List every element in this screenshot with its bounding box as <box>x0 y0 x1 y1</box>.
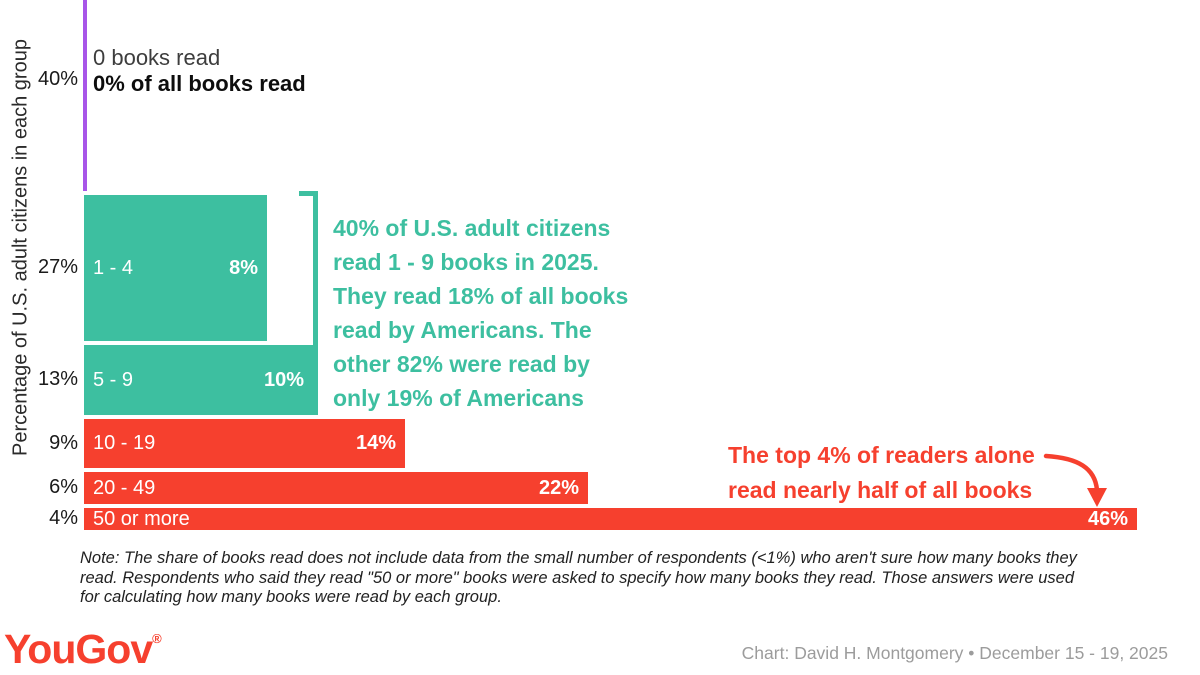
chart-canvas: Percentage of U.S. adult citizens in eac… <box>0 0 1200 675</box>
bar-value-label: 10% <box>264 369 304 392</box>
zero-group-line1: 0 books read <box>93 45 306 71</box>
bracket-1-9-group <box>299 191 318 415</box>
footnote: Note: The share of books read does not i… <box>80 549 1160 608</box>
zero-group-line2: 0% of all books read <box>93 71 306 97</box>
red-annotation: The top 4% of readers alone read nearly … <box>728 438 1035 508</box>
bar-category-label: 5 - 9 <box>93 369 133 392</box>
pct-label-6: 6% <box>8 476 78 499</box>
bar-category-label: 10 - 19 <box>93 432 155 455</box>
bar-value-label: 14% <box>356 432 396 455</box>
yougov-logo: YouGov® <box>4 626 162 673</box>
zero-group-annotation: 0 books read 0% of all books read <box>93 45 306 97</box>
pct-label-13: 13% <box>8 368 78 391</box>
yougov-logo-text: YouGov <box>4 626 152 672</box>
bar-20---49: 20 - 49 22% <box>84 472 588 504</box>
bar-50-or-more: 50 or more46% <box>84 508 1137 530</box>
bar-category-label: 1 - 4 <box>93 257 133 280</box>
bar-1---4: 1 - 4 8% <box>84 195 267 341</box>
bar-5---9: 5 - 9 10% <box>84 345 313 415</box>
pct-label-27: 27% <box>8 256 78 279</box>
pct-label-9: 9% <box>8 432 78 455</box>
bar-10---19: 10 - 19 14% <box>84 419 405 468</box>
bar-value-label: 22% <box>539 477 579 500</box>
bar-category-label: 20 - 49 <box>93 477 155 500</box>
arrow-to-46-bar-icon <box>1040 448 1118 514</box>
registered-mark: ® <box>152 631 162 646</box>
pct-label-40: 40% <box>8 68 78 91</box>
bar-category-label: 50 or more <box>93 508 190 531</box>
pct-label-4: 4% <box>8 507 78 530</box>
zero-books-bar <box>83 0 87 191</box>
bar-value-label: 8% <box>229 257 258 280</box>
y-axis-label: Percentage of U.S. adult citizens in eac… <box>10 28 33 468</box>
teal-annotation: 40% of U.S. adult citizens read 1 - 9 bo… <box>333 211 628 415</box>
chart-credit: Chart: David H. Montgomery • December 15… <box>742 643 1168 664</box>
